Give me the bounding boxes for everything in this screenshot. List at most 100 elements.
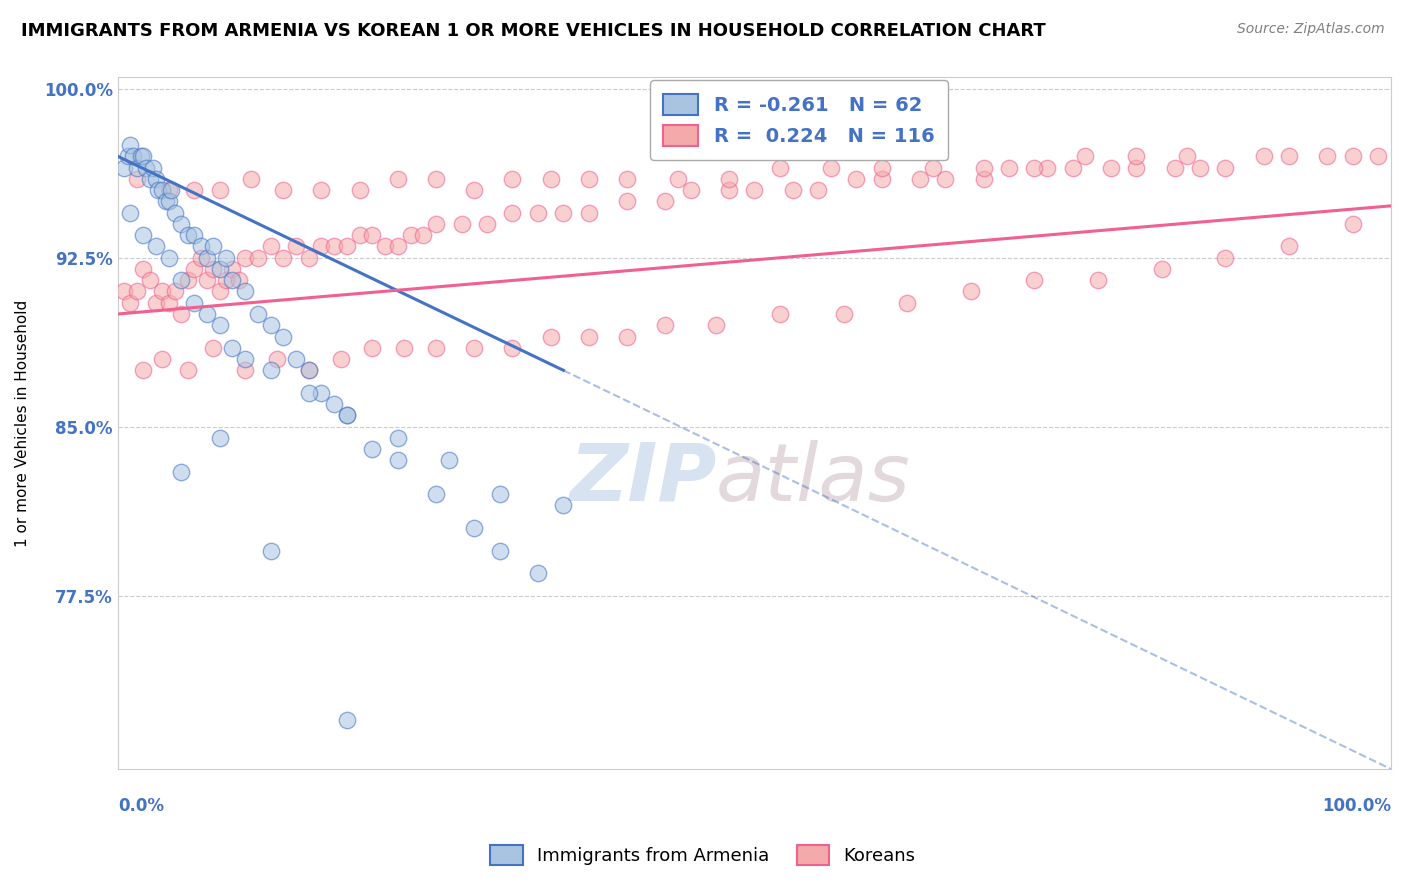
Point xyxy=(145,295,167,310)
Point xyxy=(233,352,256,367)
Point xyxy=(150,352,173,367)
Point xyxy=(148,183,170,197)
Point xyxy=(221,341,243,355)
Point xyxy=(973,171,995,186)
Point xyxy=(475,217,498,231)
Point xyxy=(323,397,346,411)
Point xyxy=(120,138,142,153)
Point xyxy=(387,431,409,445)
Point xyxy=(190,239,212,253)
Point xyxy=(157,251,180,265)
Point xyxy=(170,217,193,231)
Point xyxy=(769,161,792,175)
Point xyxy=(202,239,225,253)
Point xyxy=(921,161,943,175)
Point xyxy=(1253,149,1275,163)
Point xyxy=(336,239,359,253)
Point xyxy=(266,352,288,367)
Point xyxy=(195,273,218,287)
Point xyxy=(311,183,333,197)
Point xyxy=(195,251,218,265)
Point xyxy=(112,285,135,299)
Point xyxy=(1278,239,1301,253)
Point xyxy=(157,183,180,197)
Point xyxy=(202,341,225,355)
Point xyxy=(246,251,269,265)
Point xyxy=(387,239,409,253)
Text: atlas: atlas xyxy=(716,440,911,517)
Point xyxy=(744,183,766,197)
Point xyxy=(177,273,200,287)
Point xyxy=(870,171,893,186)
Point xyxy=(132,363,155,377)
Point xyxy=(349,228,371,243)
Point xyxy=(666,171,689,186)
Point xyxy=(285,239,308,253)
Point xyxy=(782,183,804,197)
Point xyxy=(170,307,193,321)
Point xyxy=(120,205,142,219)
Point xyxy=(271,329,294,343)
Point xyxy=(208,183,231,197)
Point xyxy=(1163,161,1185,175)
Point xyxy=(387,453,409,467)
Point xyxy=(329,352,352,367)
Point xyxy=(527,205,550,219)
Point xyxy=(233,251,256,265)
Point xyxy=(1125,149,1147,163)
Point xyxy=(208,262,231,277)
Point xyxy=(150,183,173,197)
Point xyxy=(298,363,321,377)
Point xyxy=(807,183,830,197)
Point xyxy=(463,521,485,535)
Point xyxy=(374,239,396,253)
Point xyxy=(163,285,186,299)
Point xyxy=(145,171,167,186)
Point xyxy=(135,161,157,175)
Point xyxy=(271,183,294,197)
Point xyxy=(1074,149,1097,163)
Point xyxy=(845,171,868,186)
Point xyxy=(540,171,562,186)
Point xyxy=(1125,161,1147,175)
Point xyxy=(170,273,193,287)
Point xyxy=(138,273,160,287)
Y-axis label: 1 or more Vehicles in Household: 1 or more Vehicles in Household xyxy=(15,300,30,547)
Point xyxy=(488,487,510,501)
Point xyxy=(654,318,676,333)
Point xyxy=(1278,149,1301,163)
Point xyxy=(259,318,281,333)
Point xyxy=(769,307,792,321)
Point xyxy=(246,307,269,321)
Point xyxy=(183,183,205,197)
Point xyxy=(150,285,173,299)
Point xyxy=(155,194,177,209)
Point xyxy=(215,273,238,287)
Point xyxy=(998,161,1021,175)
Point xyxy=(553,205,575,219)
Point xyxy=(820,161,842,175)
Point xyxy=(1024,273,1046,287)
Point xyxy=(117,149,139,163)
Point xyxy=(259,239,281,253)
Point xyxy=(215,251,238,265)
Point xyxy=(336,409,359,423)
Point xyxy=(616,171,638,186)
Point xyxy=(271,251,294,265)
Point xyxy=(450,217,472,231)
Point xyxy=(221,273,243,287)
Point xyxy=(157,295,180,310)
Point xyxy=(233,363,256,377)
Point xyxy=(233,285,256,299)
Point xyxy=(183,295,205,310)
Point xyxy=(311,239,333,253)
Point xyxy=(717,171,740,186)
Point xyxy=(553,499,575,513)
Point xyxy=(717,183,740,197)
Point xyxy=(145,239,167,253)
Point xyxy=(208,285,231,299)
Point xyxy=(412,228,434,243)
Point xyxy=(1188,161,1211,175)
Point xyxy=(190,251,212,265)
Point xyxy=(122,149,145,163)
